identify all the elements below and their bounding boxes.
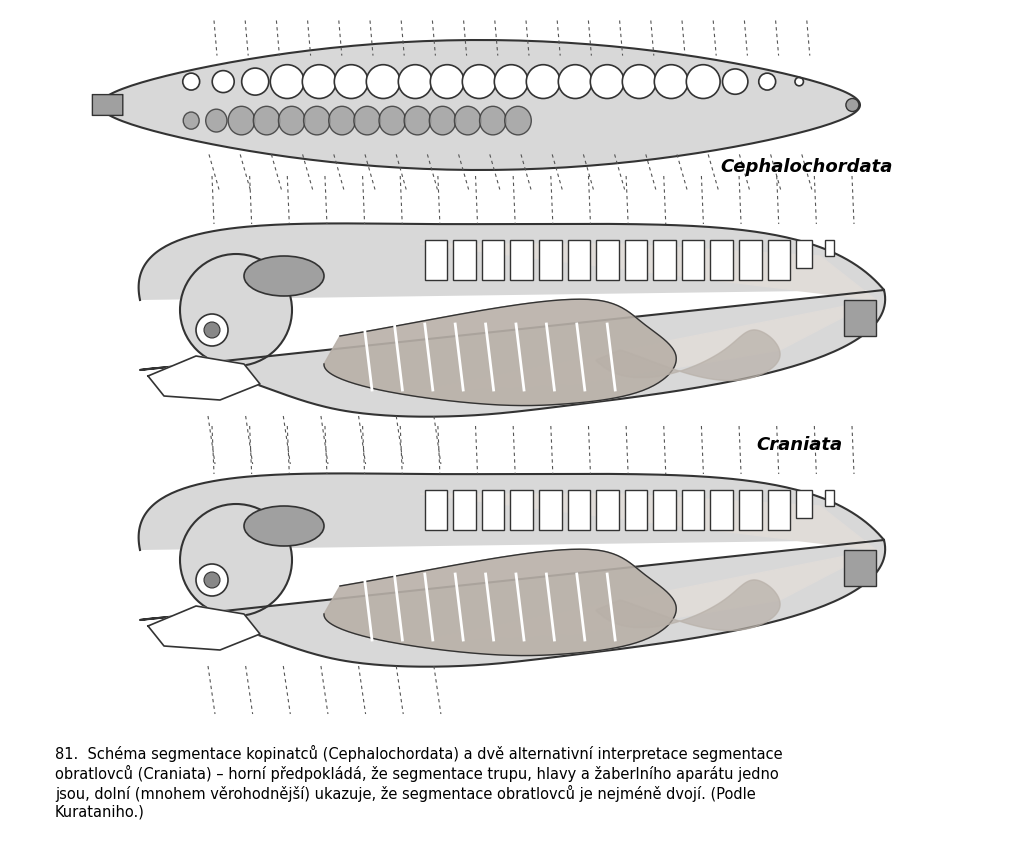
Bar	[625, 240, 647, 280]
Circle shape	[334, 65, 368, 99]
Bar	[539, 490, 561, 530]
Polygon shape	[148, 606, 260, 650]
Bar	[625, 490, 647, 530]
Polygon shape	[420, 244, 876, 390]
Circle shape	[558, 65, 592, 99]
Bar	[682, 240, 705, 280]
Circle shape	[430, 65, 464, 99]
Bar	[425, 490, 447, 530]
Circle shape	[242, 68, 268, 95]
Bar	[539, 240, 561, 280]
Circle shape	[180, 254, 292, 366]
Bar	[596, 240, 618, 280]
Bar	[768, 240, 791, 280]
Bar	[796, 240, 812, 268]
Ellipse shape	[244, 256, 324, 296]
Polygon shape	[596, 580, 780, 631]
Bar	[653, 240, 676, 280]
Bar	[711, 240, 733, 280]
Bar	[425, 240, 447, 280]
Ellipse shape	[455, 106, 481, 135]
Bar	[711, 490, 733, 530]
Ellipse shape	[379, 106, 406, 135]
Bar	[844, 550, 876, 586]
Text: 81.  Schéma segmentace kopinatců (Cephalochordata) a dvě alternativní interpreta: 81. Schéma segmentace kopinatců (Cephalo…	[55, 745, 782, 819]
Ellipse shape	[429, 106, 456, 135]
Circle shape	[398, 65, 432, 99]
Ellipse shape	[206, 109, 227, 132]
Polygon shape	[596, 330, 780, 381]
Circle shape	[182, 73, 200, 90]
Polygon shape	[100, 40, 860, 170]
Bar	[596, 490, 618, 530]
Bar	[739, 490, 762, 530]
Bar	[510, 240, 534, 280]
Bar	[768, 490, 791, 530]
Bar	[796, 490, 812, 518]
Ellipse shape	[279, 106, 305, 135]
Bar	[567, 490, 590, 530]
Circle shape	[196, 564, 228, 596]
Bar	[739, 240, 762, 280]
Text: Craniata: Craniata	[756, 436, 842, 454]
Circle shape	[623, 65, 656, 99]
Circle shape	[590, 65, 624, 99]
Bar	[653, 490, 676, 530]
Ellipse shape	[329, 106, 355, 135]
Circle shape	[270, 65, 304, 99]
Ellipse shape	[244, 506, 324, 546]
Circle shape	[302, 65, 336, 99]
Circle shape	[204, 322, 220, 338]
Ellipse shape	[505, 106, 531, 135]
Bar	[510, 490, 534, 530]
Polygon shape	[138, 224, 885, 416]
Ellipse shape	[404, 106, 431, 135]
Circle shape	[686, 65, 720, 99]
Ellipse shape	[479, 106, 506, 135]
Circle shape	[526, 65, 560, 99]
Bar	[482, 240, 505, 280]
Bar	[844, 300, 876, 336]
Circle shape	[180, 504, 292, 616]
Bar	[454, 490, 476, 530]
Circle shape	[846, 99, 859, 111]
Circle shape	[654, 65, 688, 99]
Circle shape	[204, 572, 220, 588]
Polygon shape	[148, 356, 260, 400]
Polygon shape	[420, 494, 876, 640]
Circle shape	[196, 314, 228, 346]
Circle shape	[723, 69, 748, 94]
Circle shape	[495, 65, 528, 99]
Bar	[824, 240, 834, 256]
Circle shape	[759, 73, 775, 90]
Polygon shape	[324, 299, 676, 405]
Bar	[682, 490, 705, 530]
Circle shape	[212, 71, 234, 93]
Bar	[454, 240, 476, 280]
Bar	[567, 240, 590, 280]
Bar	[824, 490, 834, 506]
Polygon shape	[324, 549, 676, 655]
Ellipse shape	[228, 106, 255, 135]
Circle shape	[462, 65, 496, 99]
Polygon shape	[138, 473, 885, 666]
Ellipse shape	[183, 112, 200, 129]
Circle shape	[367, 65, 400, 99]
Ellipse shape	[354, 106, 381, 135]
Text: Cephalochordata: Cephalochordata	[720, 158, 892, 176]
Bar	[482, 490, 505, 530]
Ellipse shape	[303, 106, 330, 135]
Ellipse shape	[253, 106, 280, 135]
Circle shape	[795, 77, 804, 86]
FancyBboxPatch shape	[92, 94, 123, 116]
